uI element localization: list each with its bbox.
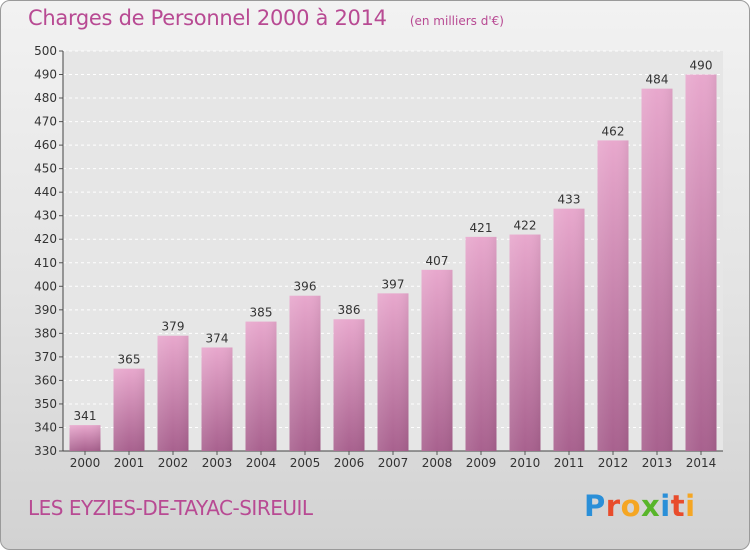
bar-shade — [113, 368, 145, 451]
bar-shade — [465, 236, 497, 451]
y-tick-label: 360 — [34, 373, 57, 387]
data-label: 421 — [470, 221, 493, 235]
y-tick-label: 450 — [34, 162, 57, 176]
data-label: 484 — [646, 73, 669, 87]
bar-shade — [641, 88, 673, 451]
data-label: 379 — [162, 320, 185, 334]
y-tick-label: 370 — [34, 350, 57, 364]
bar-shade — [597, 140, 629, 452]
logo-letter: r — [605, 489, 621, 523]
data-label: 385 — [250, 306, 273, 320]
x-tick-label: 2013 — [642, 456, 673, 470]
data-label: 433 — [558, 193, 581, 207]
x-tick-label: 2002 — [158, 456, 189, 470]
x-tick-label: 2010 — [510, 456, 541, 470]
y-tick-label: 410 — [34, 256, 57, 270]
data-label: 490 — [690, 59, 713, 73]
bar-shade — [553, 208, 585, 451]
y-tick-label: 330 — [34, 444, 57, 458]
data-label: 365 — [118, 353, 141, 367]
bar-shade — [421, 269, 453, 451]
x-tick-label: 2012 — [598, 456, 629, 470]
proxiti-logo: Proxiti — [584, 489, 696, 523]
axes: 330 340 350 360 370 380 390 400 410 420 430 440 450 4… — [34, 44, 723, 470]
logo-letter: o — [620, 489, 642, 523]
bars — [69, 74, 717, 452]
y-tick-label: 430 — [34, 209, 57, 223]
bar-shade — [245, 321, 277, 451]
y-tick-label: 470 — [34, 115, 57, 129]
bar-shade — [201, 347, 233, 451]
x-tick-label: 2008 — [422, 456, 453, 470]
x-tick-label: 2003 — [202, 456, 233, 470]
value-labels: 341 365 379 374 385 396 386 397 407 421 422 433 462 4… — [74, 59, 713, 424]
bar-shade — [157, 335, 189, 451]
logo-letter: i — [685, 489, 696, 523]
x-tick-label: 2005 — [290, 456, 321, 470]
bar-shade — [509, 234, 541, 451]
chart-subtitle: (en milliers d'€) — [409, 14, 504, 28]
y-tick-label: 420 — [34, 232, 57, 246]
data-label: 341 — [74, 409, 97, 423]
x-tick-label: 2009 — [466, 456, 497, 470]
x-tick-label: 2014 — [686, 456, 717, 470]
y-tick-label: 390 — [34, 303, 57, 317]
y-tick-label: 440 — [34, 185, 57, 199]
bar-shade — [69, 425, 101, 451]
data-label: 396 — [294, 280, 317, 294]
logo-letter: i — [660, 489, 671, 523]
chart-header: Charges de Personnel 2000 à 2014 (en mil… — [28, 6, 504, 30]
y-tick-label: 340 — [34, 420, 57, 434]
logo-letter: t — [670, 489, 686, 523]
data-label: 462 — [602, 124, 625, 138]
logo-letter: x — [641, 489, 661, 523]
x-tick-label: 2011 — [554, 456, 585, 470]
bar-shade — [377, 293, 409, 451]
data-label: 374 — [206, 331, 229, 345]
y-tick-label: 350 — [34, 397, 57, 411]
x-tick-label: 2001 — [114, 456, 145, 470]
y-tick-label: 460 — [34, 138, 57, 152]
data-label: 422 — [514, 219, 537, 233]
y-tick-label: 500 — [34, 44, 57, 58]
x-tick-label: 2006 — [334, 456, 365, 470]
data-label: 397 — [382, 277, 405, 291]
bar-shade — [333, 319, 365, 451]
data-label: 386 — [338, 303, 361, 317]
chart-title: Charges de Personnel 2000 à 2014 — [28, 6, 387, 30]
bar-shade — [289, 295, 321, 451]
y-tick-label: 400 — [34, 279, 57, 293]
x-tick-label: 2000 — [70, 456, 101, 470]
y-tick-label: 480 — [34, 91, 57, 105]
commune-name: LES EYZIES-DE-TAYAC-SIREUIL — [28, 496, 313, 520]
y-tick-label: 380 — [34, 326, 57, 340]
data-label: 407 — [426, 254, 449, 268]
logo-letter: P — [584, 489, 606, 523]
x-tick-label: 2004 — [246, 456, 277, 470]
x-tick-label: 2007 — [378, 456, 409, 470]
bar-shade — [685, 74, 717, 451]
y-tick-label: 490 — [34, 68, 57, 82]
